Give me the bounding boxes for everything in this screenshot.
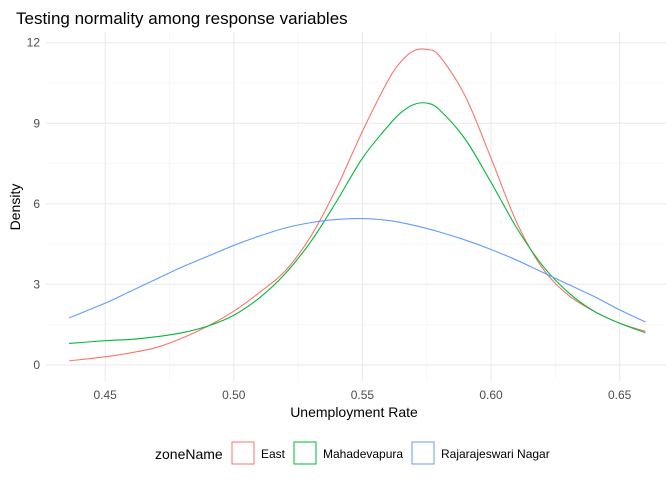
y-tick-label: 12 xyxy=(27,36,41,50)
series-lines xyxy=(68,48,646,362)
legend: zoneName East Mahadevapura Rajarajeswari… xyxy=(155,441,550,465)
plot-grid xyxy=(46,32,666,381)
legend-label-rajarajeswari-nagar: Rajarajeswari Nagar xyxy=(441,447,550,461)
y-tick-label: 3 xyxy=(33,277,40,291)
y-tick-label: 6 xyxy=(33,197,40,211)
chart-title: Testing normality among response variabl… xyxy=(16,9,348,28)
density-line-rajarajeswari-nagar xyxy=(68,217,646,323)
legend-label-east: East xyxy=(261,447,286,461)
x-axis-label: Unemployment Rate xyxy=(290,404,418,420)
x-tick-label: 0.65 xyxy=(608,388,632,402)
y-tick-label: 9 xyxy=(33,116,40,130)
density-line-mahadevapura xyxy=(69,102,646,344)
axis-ticks: 0.45 0.50 0.55 0.60 0.65 0 3 6 9 12 xyxy=(27,36,632,402)
legend-key-rajarajeswari-nagar xyxy=(411,441,435,465)
y-tick-label: 0 xyxy=(33,358,40,372)
x-tick-label: 0.55 xyxy=(351,388,375,402)
y-axis-label: Density xyxy=(7,184,23,231)
legend-title: zoneName xyxy=(155,446,223,462)
x-tick-label: 0.60 xyxy=(479,388,503,402)
x-tick-label: 0.45 xyxy=(93,388,117,402)
density-line-east xyxy=(69,48,646,362)
x-tick-label: 0.50 xyxy=(222,388,246,402)
legend-key-mahadevapura xyxy=(293,441,317,465)
legend-key-east xyxy=(231,441,255,465)
legend-label-mahadevapura: Mahadevapura xyxy=(323,447,403,461)
